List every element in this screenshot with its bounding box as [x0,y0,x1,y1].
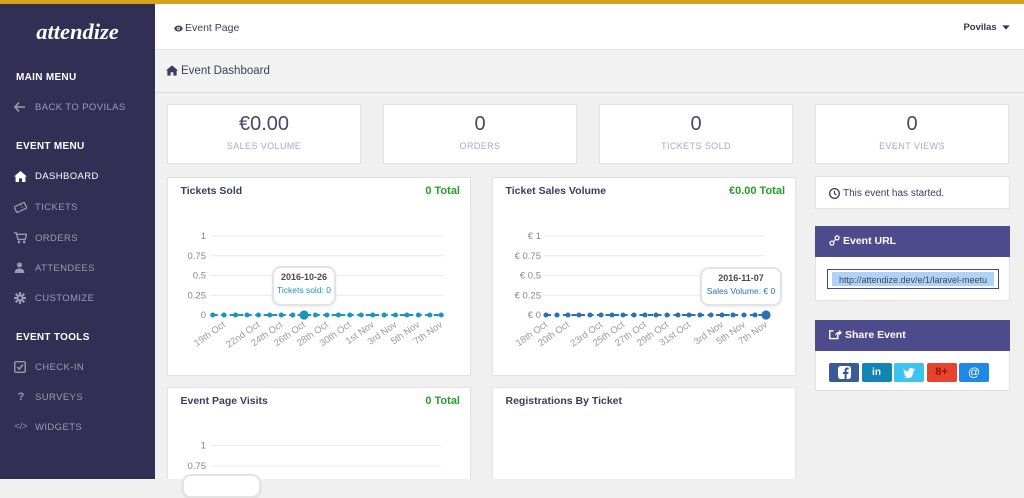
svg-text:€ 0.25: € 0.25 [515,290,541,301]
svg-text:0.75: 0.75 [188,461,207,472]
svg-text:19th Oct: 19th Oct [192,319,228,349]
svg-text:0.75: 0.75 [188,251,207,262]
svg-text:0.25: 0.25 [188,290,207,301]
svg-text:0: 0 [201,310,206,321]
svg-text:1: 1 [201,231,206,242]
svg-text:0.5: 0.5 [193,271,206,282]
svg-text:1: 1 [201,441,206,452]
svg-text:€ 1: € 1 [528,231,541,242]
svg-text:€ 0.75: € 0.75 [515,251,541,262]
svg-text:€ 0: € 0 [528,310,541,321]
svg-text:€ 0.5: € 0.5 [520,271,541,282]
